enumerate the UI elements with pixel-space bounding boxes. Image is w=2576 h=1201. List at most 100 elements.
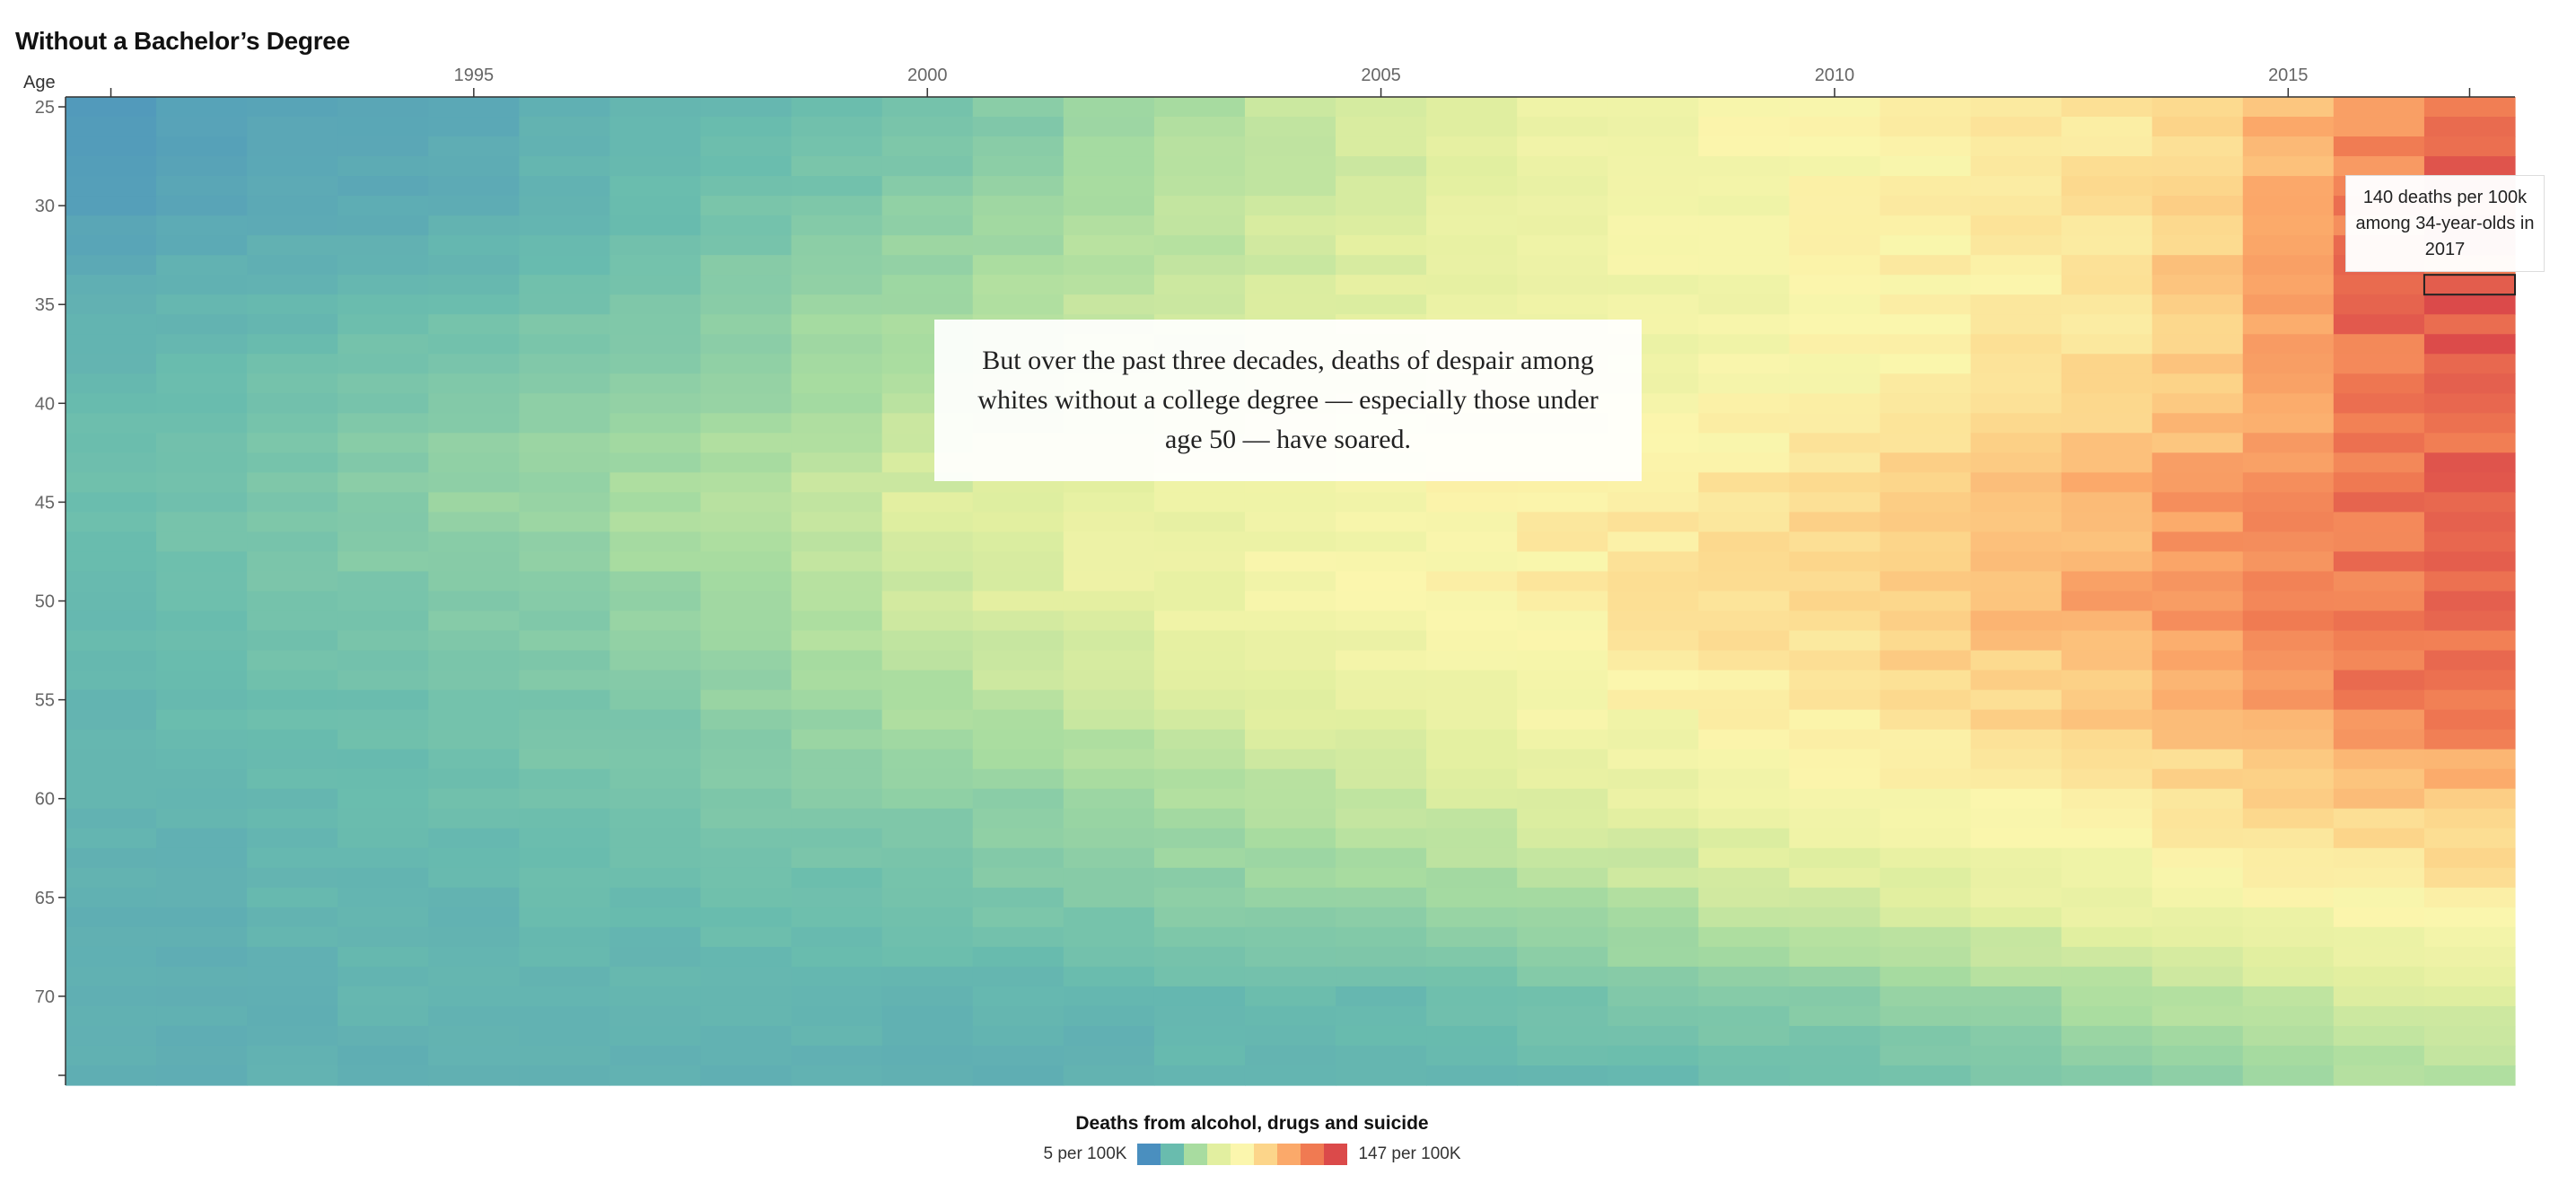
heatmap-cell[interactable] (1426, 847, 1518, 869)
heatmap-cell[interactable] (1517, 610, 1608, 632)
heatmap-cell[interactable] (2151, 551, 2244, 573)
heatmap-cell[interactable] (700, 413, 793, 434)
heatmap-cell[interactable] (519, 215, 611, 236)
heatmap-cell[interactable] (700, 808, 793, 829)
heatmap-cell[interactable] (428, 749, 520, 770)
heatmap-cell[interactable] (247, 472, 338, 493)
heatmap-cell[interactable] (1698, 966, 1790, 987)
heatmap-cell[interactable] (1517, 97, 1608, 118)
heatmap-cell[interactable] (972, 215, 1065, 236)
heatmap-cell[interactable] (1153, 275, 1246, 295)
heatmap-cell[interactable] (1698, 551, 1790, 573)
heatmap-cell[interactable] (1336, 591, 1427, 612)
heatmap-cell[interactable] (1789, 689, 1881, 711)
heatmap-cell[interactable] (2333, 907, 2425, 928)
heatmap-cell[interactable] (247, 847, 338, 869)
heatmap-cell[interactable] (791, 946, 883, 968)
heatmap-cell[interactable] (881, 907, 974, 928)
heatmap-cell[interactable] (428, 294, 520, 315)
heatmap-cell[interactable] (247, 887, 338, 908)
heatmap-cell[interactable] (1879, 1005, 1972, 1027)
heatmap-cell[interactable] (2151, 610, 2244, 632)
heatmap-cell[interactable] (156, 235, 248, 256)
heatmap-cell[interactable] (700, 887, 793, 908)
heatmap-cell[interactable] (66, 452, 157, 473)
heatmap-cell[interactable] (1698, 847, 1790, 869)
heatmap-cell[interactable] (2423, 867, 2516, 889)
heatmap-cell[interactable] (1063, 235, 1155, 256)
heatmap-cell[interactable] (1789, 275, 1881, 295)
heatmap-cell[interactable] (428, 1045, 520, 1066)
heatmap-cell[interactable] (428, 275, 520, 295)
heatmap-cell[interactable] (1517, 926, 1608, 948)
heatmap-cell[interactable] (2061, 926, 2153, 948)
heatmap-cell[interactable] (2151, 531, 2244, 553)
heatmap-cell[interactable] (428, 255, 520, 276)
heatmap-cell[interactable] (791, 255, 883, 276)
heatmap-cell[interactable] (609, 512, 702, 533)
heatmap-cell[interactable] (428, 512, 520, 533)
heatmap-cell[interactable] (1153, 926, 1246, 948)
heatmap-cell[interactable] (2151, 156, 2244, 177)
heatmap-cell[interactable] (428, 946, 520, 968)
heatmap-cell[interactable] (1153, 294, 1246, 315)
heatmap-cell[interactable] (519, 531, 611, 553)
heatmap-cell[interactable] (1336, 788, 1427, 810)
heatmap-cell[interactable] (1698, 907, 1790, 928)
heatmap-cell[interactable] (247, 907, 338, 928)
heatmap-cell[interactable] (247, 452, 338, 473)
heatmap-cell[interactable] (700, 512, 793, 533)
heatmap-cell[interactable] (1608, 907, 1699, 928)
heatmap-cell[interactable] (1336, 117, 1427, 137)
heatmap-cell[interactable] (1063, 867, 1155, 889)
heatmap-cell[interactable] (1244, 946, 1336, 968)
heatmap-cell[interactable] (519, 472, 611, 493)
heatmap-cell[interactable] (1970, 670, 2063, 691)
heatmap-cell[interactable] (1336, 176, 1427, 197)
heatmap-cell[interactable] (66, 97, 157, 118)
heatmap-cell[interactable] (1608, 215, 1699, 236)
heatmap-cell[interactable] (881, 1045, 974, 1066)
heatmap-cell[interactable] (972, 591, 1065, 612)
heatmap-cell[interactable] (700, 650, 793, 671)
heatmap-cell[interactable] (1063, 1005, 1155, 1027)
heatmap-cell[interactable] (1970, 492, 2063, 513)
heatmap-cell[interactable] (337, 136, 429, 157)
heatmap-cell[interactable] (2333, 650, 2425, 671)
heatmap-cell[interactable] (1517, 946, 1608, 968)
heatmap-cell[interactable] (881, 196, 974, 216)
heatmap-cell[interactable] (1970, 156, 2063, 177)
heatmap-cell[interactable] (247, 709, 338, 731)
heatmap-cell[interactable] (2423, 768, 2516, 790)
heatmap-cell[interactable] (2242, 433, 2335, 453)
heatmap-cell[interactable] (2151, 670, 2244, 691)
heatmap-cell[interactable] (428, 176, 520, 197)
heatmap-cell[interactable] (1244, 808, 1336, 829)
heatmap-cell[interactable] (1063, 512, 1155, 533)
heatmap-cell[interactable] (1879, 610, 1972, 632)
heatmap-cell[interactable] (1970, 452, 2063, 473)
heatmap-cell[interactable] (156, 215, 248, 236)
heatmap-cell[interactable] (1789, 867, 1881, 889)
heatmap-cell[interactable] (609, 1045, 702, 1066)
heatmap-cell[interactable] (2333, 887, 2425, 908)
heatmap-cell[interactable] (1153, 670, 1246, 691)
heatmap-cell[interactable] (519, 887, 611, 908)
heatmap-cell[interactable] (66, 946, 157, 968)
heatmap-cell[interactable] (2333, 610, 2425, 632)
heatmap-cell[interactable] (2242, 512, 2335, 533)
heatmap-cell[interactable] (428, 729, 520, 750)
heatmap-cell[interactable] (1153, 512, 1246, 533)
heatmap-cell[interactable] (1970, 97, 2063, 118)
heatmap-cell[interactable] (2061, 551, 2153, 573)
heatmap-cell[interactable] (700, 215, 793, 236)
heatmap-cell[interactable] (1426, 946, 1518, 968)
heatmap-cell[interactable] (1517, 117, 1608, 137)
heatmap-cell[interactable] (66, 591, 157, 612)
heatmap-cell[interactable] (1336, 571, 1427, 592)
heatmap-cell[interactable] (156, 334, 248, 355)
heatmap-cell[interactable] (2242, 196, 2335, 216)
heatmap-cell[interactable] (1879, 867, 1972, 889)
heatmap-cell[interactable] (156, 551, 248, 573)
heatmap-cell[interactable] (2423, 630, 2516, 652)
